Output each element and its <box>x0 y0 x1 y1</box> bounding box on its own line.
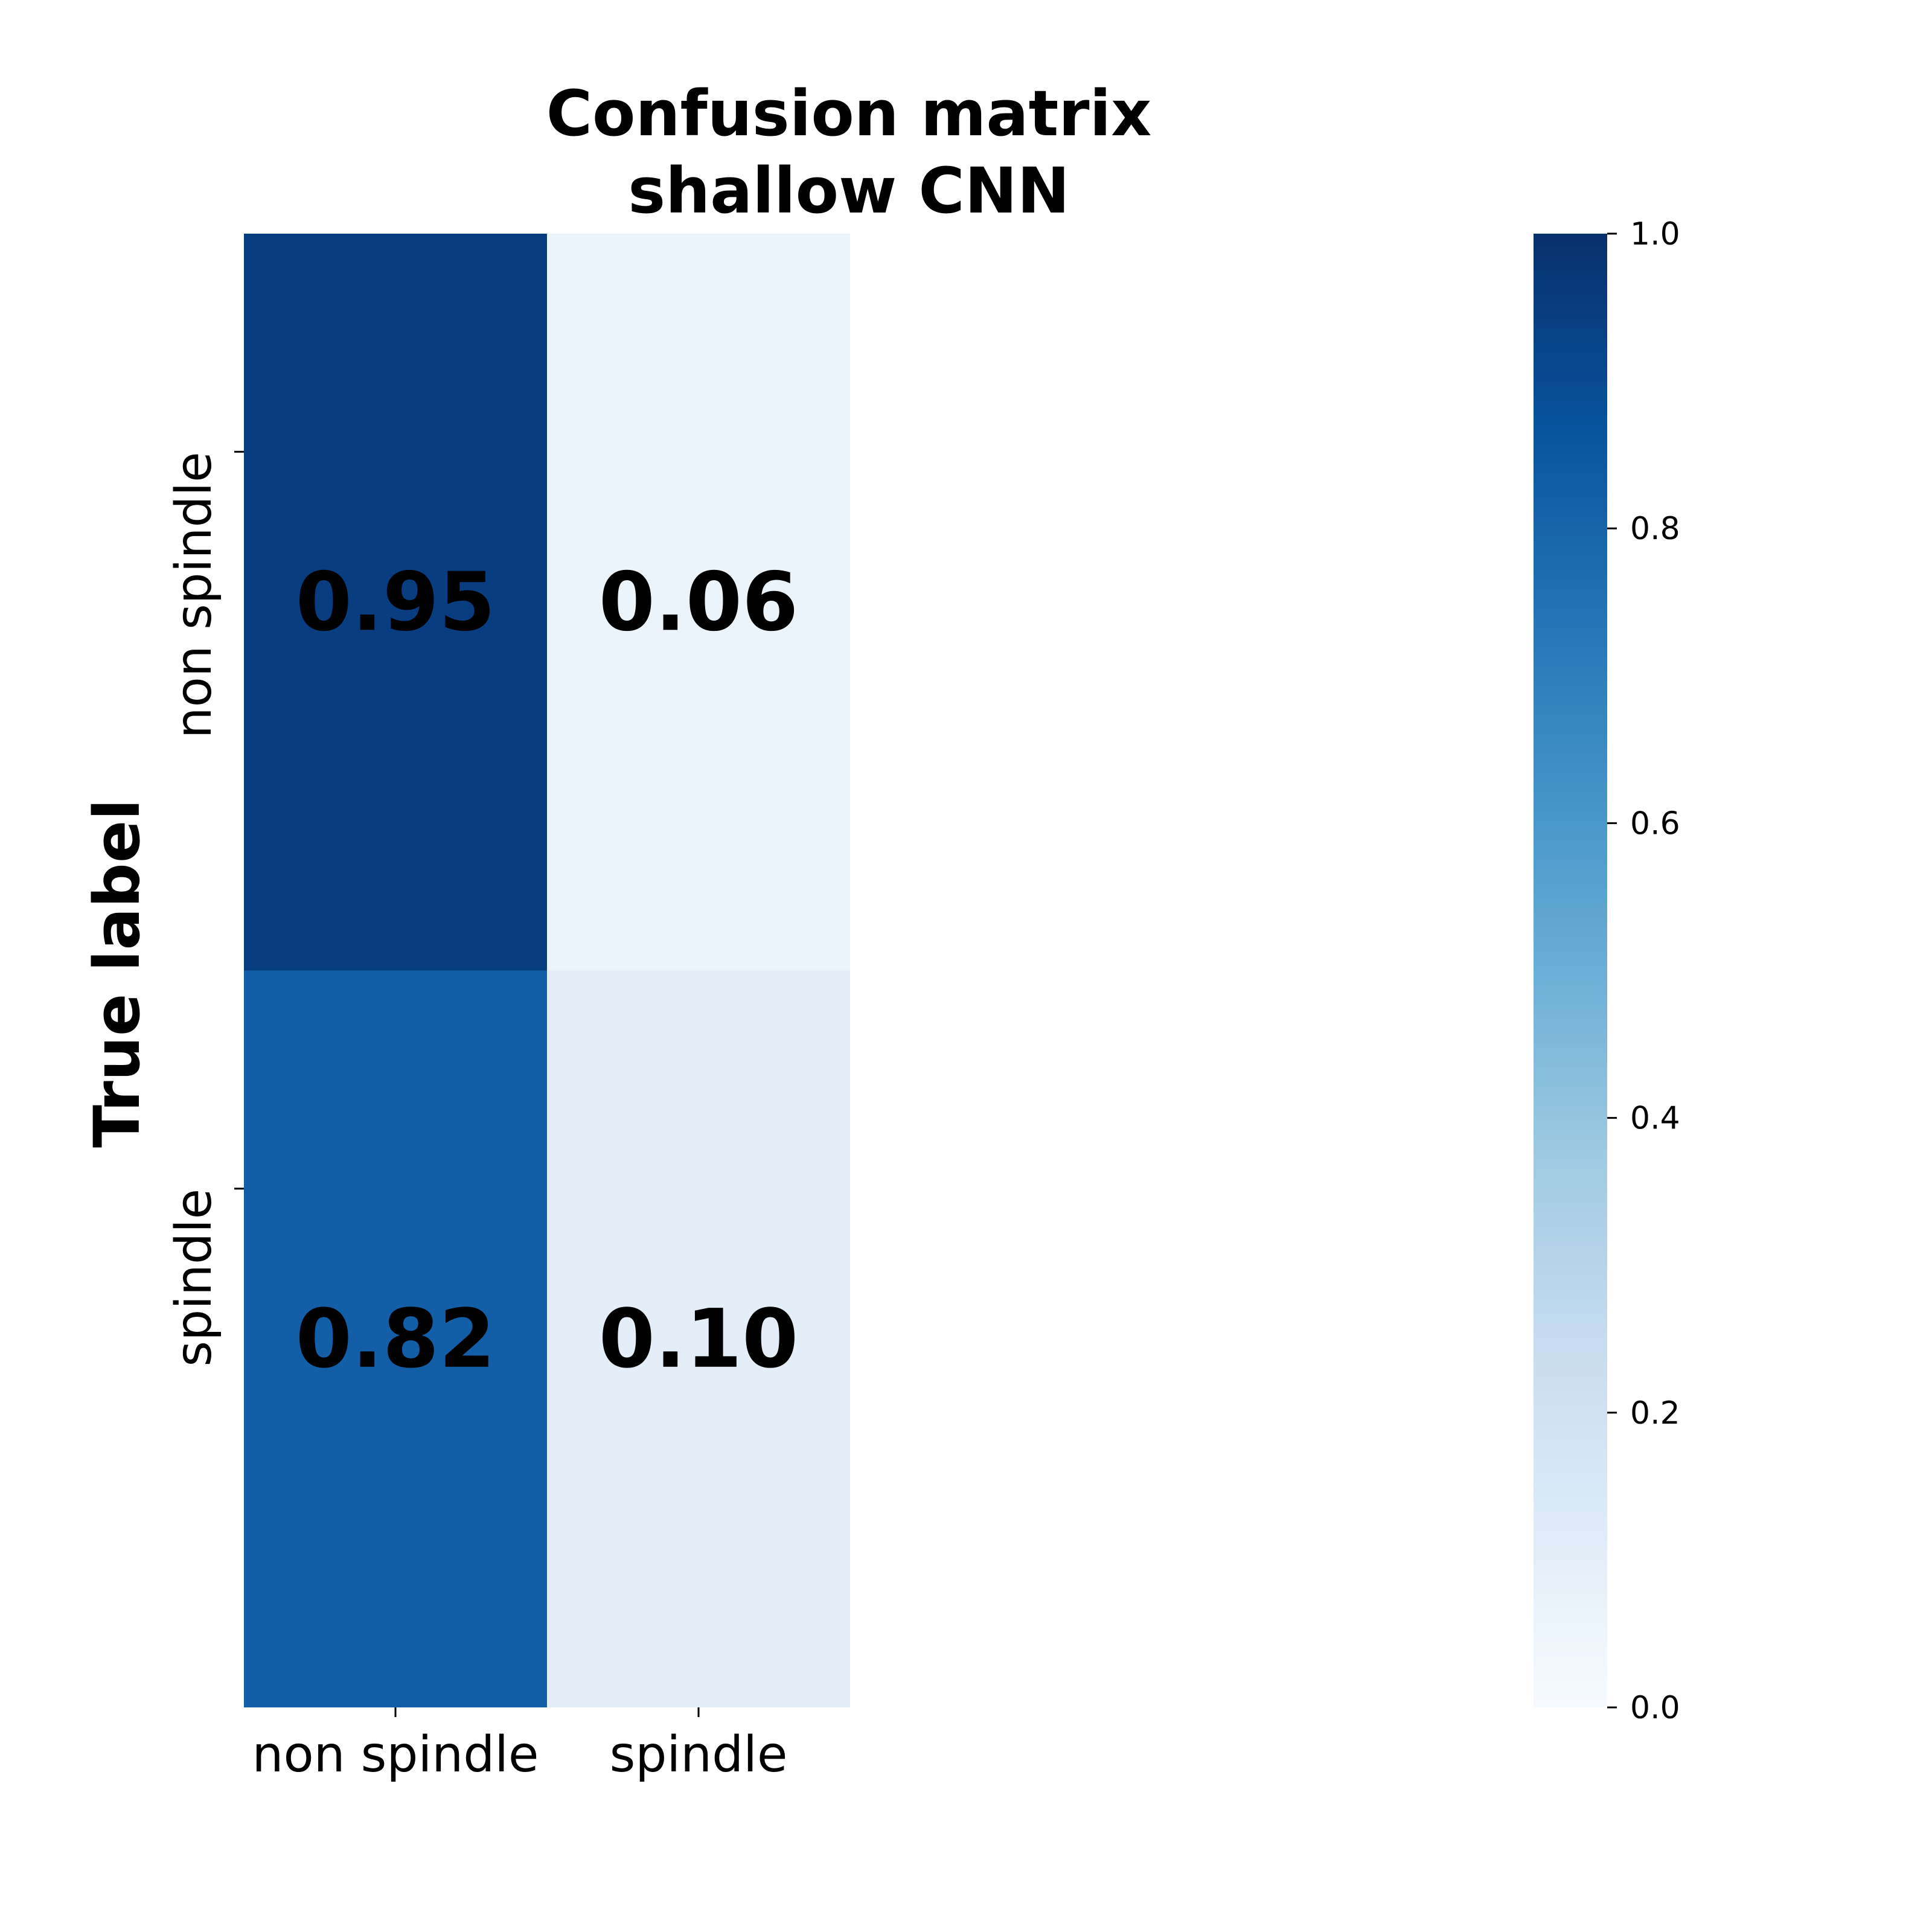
colorbar-tick-label: 0.0 <box>1630 1690 1680 1726</box>
heatmap-cell-labels: 0.95 0.06 0.82 0.10 <box>296 555 799 1386</box>
x-tick-label: non spindle <box>252 1726 539 1783</box>
cell-value-label: 0.82 <box>296 1292 496 1386</box>
y-axis-label: True label <box>80 799 154 1148</box>
cell-value-label: 0.95 <box>296 555 496 649</box>
heatmap-cell <box>547 234 850 971</box>
colorbar-tick-label: 1.0 <box>1630 216 1680 252</box>
colorbar <box>1534 234 1607 1707</box>
heatmap-cell <box>244 970 547 1707</box>
chart-subtitle: shallow CNN <box>628 154 1070 228</box>
heatmap-cells <box>244 234 850 1707</box>
colorbar-tick-label: 0.2 <box>1630 1395 1680 1431</box>
x-axis: non spindle spindle <box>252 1707 788 1783</box>
heatmap-cell <box>244 234 547 971</box>
x-tick-label: spindle <box>610 1726 788 1783</box>
y-tick-label: spindle <box>165 1189 223 1367</box>
y-tick-label: non spindle <box>165 452 223 738</box>
colorbar-ticks: 0.0 0.2 0.4 0.6 0.8 1.0 <box>1607 216 1680 1726</box>
colorbar-tick-label: 0.6 <box>1630 805 1680 842</box>
cell-value-label: 0.10 <box>599 1292 799 1386</box>
colorbar-tick-label: 0.8 <box>1630 511 1680 547</box>
chart-title: Confusion matrix <box>546 77 1152 150</box>
heatmap-cell <box>547 970 850 1707</box>
y-axis: non spindle spindle <box>165 450 244 1367</box>
colorbar-tick-label: 0.4 <box>1630 1101 1680 1137</box>
cell-value-label: 0.06 <box>599 555 799 649</box>
